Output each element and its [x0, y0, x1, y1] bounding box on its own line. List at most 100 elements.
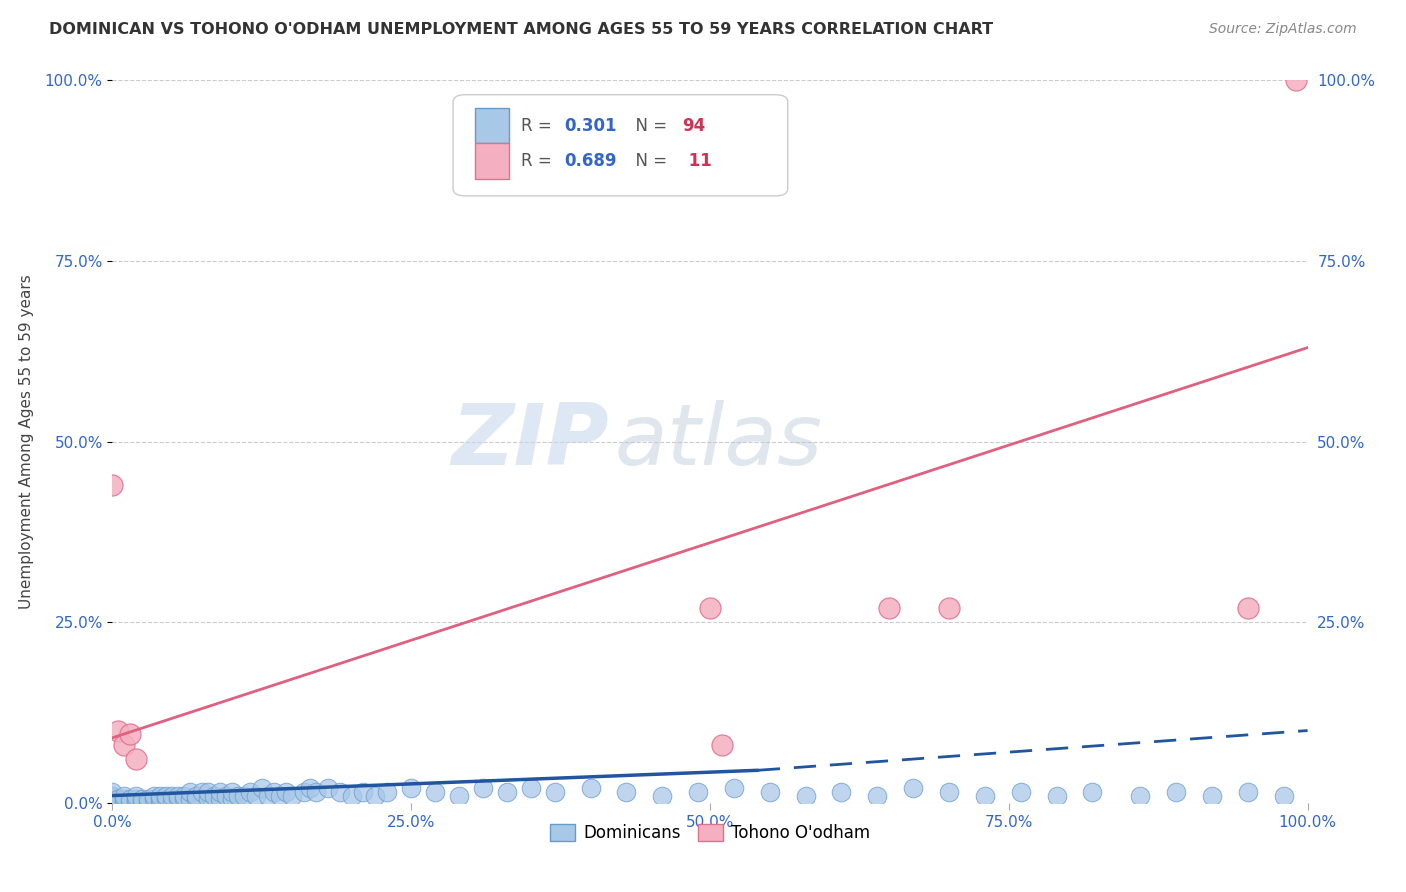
Point: [250, 781, 273, 796]
Point: [1272, 789, 1295, 803]
Point: [1129, 789, 1152, 803]
Point: [579, 781, 602, 796]
Point: [155, 792, 177, 806]
Point: [179, 785, 201, 799]
Point: [138, 792, 160, 806]
Point: [447, 789, 470, 803]
Text: R =: R =: [522, 153, 557, 170]
Point: [292, 785, 315, 799]
Point: [298, 781, 321, 796]
Text: Source: ZipAtlas.com: Source: ZipAtlas.com: [1209, 22, 1357, 37]
Point: [938, 600, 960, 615]
Point: [759, 785, 782, 799]
Point: [688, 785, 710, 799]
Point: [209, 785, 232, 799]
Point: [149, 789, 172, 803]
Point: [269, 789, 291, 803]
Point: [138, 796, 160, 810]
Text: 11: 11: [682, 153, 711, 170]
Point: [496, 785, 519, 799]
Point: [520, 781, 543, 796]
Point: [215, 789, 238, 803]
Point: [101, 796, 124, 810]
Point: [114, 792, 135, 806]
Point: [114, 738, 135, 752]
Point: [143, 789, 166, 803]
Text: DOMINICAN VS TOHONO O'ODHAM UNEMPLOYMENT AMONG AGES 55 TO 59 YEARS CORRELATION C: DOMINICAN VS TOHONO O'ODHAM UNEMPLOYMENT…: [49, 22, 993, 37]
Point: [125, 796, 148, 810]
Point: [167, 789, 190, 803]
Point: [974, 789, 997, 803]
Point: [179, 792, 201, 806]
Point: [114, 796, 135, 810]
Point: [197, 785, 219, 799]
Point: [107, 792, 129, 806]
Point: [149, 796, 172, 810]
Point: [239, 785, 262, 799]
Point: [114, 789, 135, 803]
Point: [316, 781, 339, 796]
Point: [149, 792, 172, 806]
Point: [202, 789, 225, 803]
Point: [1237, 600, 1260, 615]
Point: [1201, 789, 1223, 803]
Text: N =: N =: [626, 117, 672, 135]
Point: [120, 792, 142, 806]
Point: [101, 785, 124, 799]
Point: [209, 792, 232, 806]
Point: [879, 600, 901, 615]
Point: [173, 789, 195, 803]
FancyBboxPatch shape: [475, 108, 509, 143]
Point: [167, 792, 190, 806]
Text: 94: 94: [682, 117, 706, 135]
Text: atlas: atlas: [614, 400, 823, 483]
Text: ZIP: ZIP: [451, 400, 609, 483]
Point: [101, 792, 124, 806]
Point: [221, 792, 243, 806]
Point: [903, 781, 925, 796]
Point: [281, 789, 304, 803]
Point: [263, 785, 285, 799]
Point: [794, 789, 817, 803]
Point: [425, 785, 447, 799]
Point: [101, 789, 124, 803]
Point: [101, 796, 124, 810]
Point: [1285, 73, 1308, 87]
Text: R =: R =: [522, 117, 557, 135]
Point: [616, 785, 638, 799]
Legend: Dominicans, Tohono O'odham: Dominicans, Tohono O'odham: [543, 817, 877, 848]
Point: [699, 600, 721, 615]
Point: [233, 789, 256, 803]
Point: [120, 796, 142, 810]
Point: [866, 789, 889, 803]
Point: [274, 785, 297, 799]
Point: [1237, 785, 1260, 799]
Text: 0.301: 0.301: [564, 117, 617, 135]
Text: N =: N =: [626, 153, 672, 170]
Point: [101, 789, 124, 803]
Point: [364, 789, 387, 803]
Point: [377, 785, 399, 799]
Point: [131, 792, 153, 806]
Point: [107, 796, 129, 810]
Text: 0.689: 0.689: [564, 153, 617, 170]
Point: [125, 789, 148, 803]
Point: [245, 789, 267, 803]
FancyBboxPatch shape: [453, 95, 787, 196]
Point: [125, 752, 148, 766]
Point: [329, 785, 352, 799]
Point: [101, 792, 124, 806]
Point: [155, 789, 177, 803]
Point: [651, 789, 673, 803]
Point: [186, 789, 208, 803]
FancyBboxPatch shape: [475, 143, 509, 178]
Point: [257, 789, 280, 803]
Point: [197, 792, 219, 806]
Point: [131, 796, 153, 810]
Point: [831, 785, 853, 799]
Point: [162, 796, 183, 810]
Point: [305, 785, 328, 799]
Point: [191, 785, 214, 799]
Point: [125, 792, 148, 806]
Point: [221, 785, 243, 799]
